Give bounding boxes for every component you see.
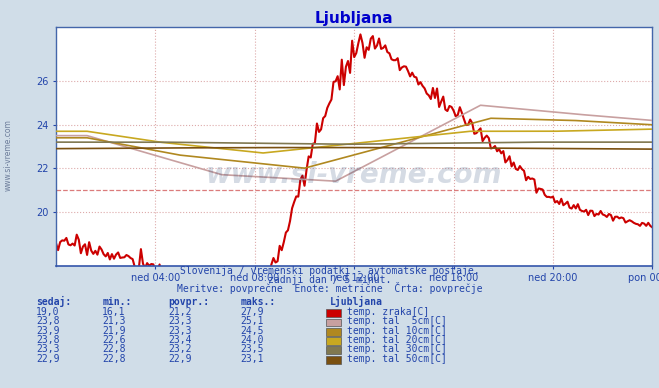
Text: 22,8: 22,8 xyxy=(102,353,126,364)
Text: 21,3: 21,3 xyxy=(102,316,126,326)
Text: 23,8: 23,8 xyxy=(36,316,60,326)
Text: 21,2: 21,2 xyxy=(168,307,192,317)
Text: temp. tal 10cm[C]: temp. tal 10cm[C] xyxy=(347,326,447,336)
Text: maks.:: maks.: xyxy=(241,296,275,307)
Text: 19,0: 19,0 xyxy=(36,307,60,317)
Text: 22,9: 22,9 xyxy=(36,353,60,364)
Text: temp. tal  5cm[C]: temp. tal 5cm[C] xyxy=(347,316,447,326)
Text: 23,3: 23,3 xyxy=(168,316,192,326)
Text: temp. tal 30cm[C]: temp. tal 30cm[C] xyxy=(347,344,447,354)
Title: Ljubljana: Ljubljana xyxy=(315,11,393,26)
Text: www.si-vreme.com: www.si-vreme.com xyxy=(206,161,502,189)
Text: 24,5: 24,5 xyxy=(241,326,264,336)
Text: 23,8: 23,8 xyxy=(36,335,60,345)
Text: 23,3: 23,3 xyxy=(168,326,192,336)
Text: 23,3: 23,3 xyxy=(36,344,60,354)
Text: Meritve: povprečne  Enote: metrične  Črta: povprečje: Meritve: povprečne Enote: metrične Črta:… xyxy=(177,282,482,294)
Text: Ljubljana: Ljubljana xyxy=(330,296,382,307)
Text: zadnji dan / 5 minut.: zadnji dan / 5 minut. xyxy=(268,275,391,285)
Text: min.:: min.: xyxy=(102,296,132,307)
Text: 27,9: 27,9 xyxy=(241,307,264,317)
Text: Slovenija / vremenski podatki - avtomatske postaje.: Slovenija / vremenski podatki - avtomats… xyxy=(180,265,479,275)
Text: 22,6: 22,6 xyxy=(102,335,126,345)
Text: temp. zraka[C]: temp. zraka[C] xyxy=(347,307,430,317)
Text: 16,1: 16,1 xyxy=(102,307,126,317)
Text: sedaj:: sedaj: xyxy=(36,296,71,307)
Text: 23,9: 23,9 xyxy=(36,326,60,336)
Text: 23,4: 23,4 xyxy=(168,335,192,345)
Text: 23,2: 23,2 xyxy=(168,344,192,354)
Text: temp. tal 20cm[C]: temp. tal 20cm[C] xyxy=(347,335,447,345)
Text: 21,9: 21,9 xyxy=(102,326,126,336)
Text: temp. tal 50cm[C]: temp. tal 50cm[C] xyxy=(347,353,447,364)
Text: 24,0: 24,0 xyxy=(241,335,264,345)
Text: 22,8: 22,8 xyxy=(102,344,126,354)
Text: 22,9: 22,9 xyxy=(168,353,192,364)
Text: 23,5: 23,5 xyxy=(241,344,264,354)
Text: 25,1: 25,1 xyxy=(241,316,264,326)
Text: 23,1: 23,1 xyxy=(241,353,264,364)
Text: povpr.:: povpr.: xyxy=(168,296,209,307)
Text: www.si-vreme.com: www.si-vreme.com xyxy=(3,119,13,191)
